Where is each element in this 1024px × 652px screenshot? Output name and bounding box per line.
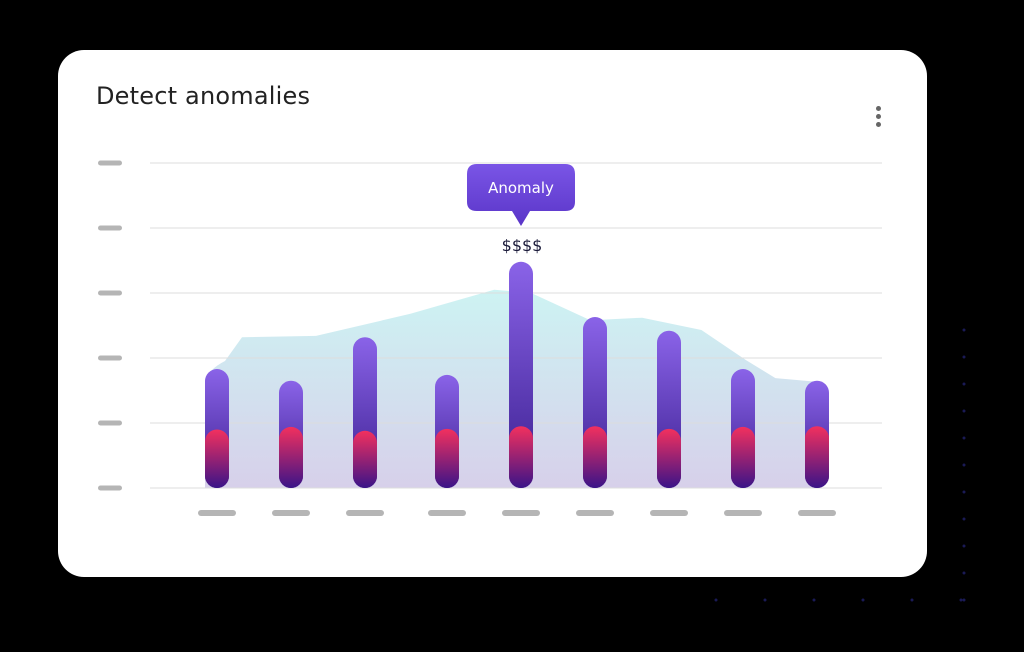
bar-segment-red <box>205 429 229 488</box>
x-tick-placeholder <box>272 510 310 516</box>
bar-segment-red <box>805 426 829 488</box>
anomaly-label: Anomaly <box>488 179 554 197</box>
x-tick-placeholder <box>502 510 540 516</box>
anomaly-annotation: Anomaly $$$$ <box>467 164 575 255</box>
decorative-dot <box>962 517 966 521</box>
bar-segment-red <box>583 426 607 488</box>
decorative-dot <box>962 328 966 332</box>
bar-segment-red <box>353 430 377 488</box>
anomaly-tooltip <box>467 164 575 226</box>
decorative-dot <box>962 598 966 602</box>
y-tick-placeholder <box>98 485 122 491</box>
decorative-dot <box>714 598 718 602</box>
bar-segment-red <box>435 428 459 488</box>
x-tick-placeholder <box>798 510 836 516</box>
decorative-dot <box>812 598 816 602</box>
decorative-dot <box>962 544 966 548</box>
decorative-dot <box>962 382 966 386</box>
x-tick-placeholder <box>198 510 236 516</box>
more-vertical-icon[interactable] <box>870 106 886 132</box>
bar-segment-red <box>509 426 533 488</box>
decorative-dot <box>962 409 966 413</box>
bar-segment-red <box>279 426 303 488</box>
y-tick-placeholder <box>98 420 122 426</box>
decorative-dot <box>763 598 767 602</box>
decorative-dot <box>962 463 966 467</box>
card-title: Detect anomalies <box>96 82 311 110</box>
decorative-dot <box>861 598 865 602</box>
y-tick-placeholder <box>98 290 122 296</box>
bar-segment-red <box>731 426 755 488</box>
x-tick-placeholder <box>650 510 688 516</box>
bar-segment-red <box>657 428 681 488</box>
decorative-dot <box>962 490 966 494</box>
decorative-dot <box>962 571 966 575</box>
x-tick-placeholder <box>724 510 762 516</box>
y-tick-placeholder <box>98 160 122 166</box>
decorative-dot <box>962 355 966 359</box>
anomaly-value: $$$$ <box>502 236 543 255</box>
x-tick-placeholder <box>428 510 466 516</box>
x-tick-placeholder <box>346 510 384 516</box>
y-tick-placeholder <box>98 355 122 361</box>
decorative-dot <box>962 436 966 440</box>
decorative-dot <box>910 598 914 602</box>
y-tick-placeholder <box>98 225 122 231</box>
x-tick-placeholder <box>576 510 614 516</box>
decorative-dot <box>959 598 963 602</box>
